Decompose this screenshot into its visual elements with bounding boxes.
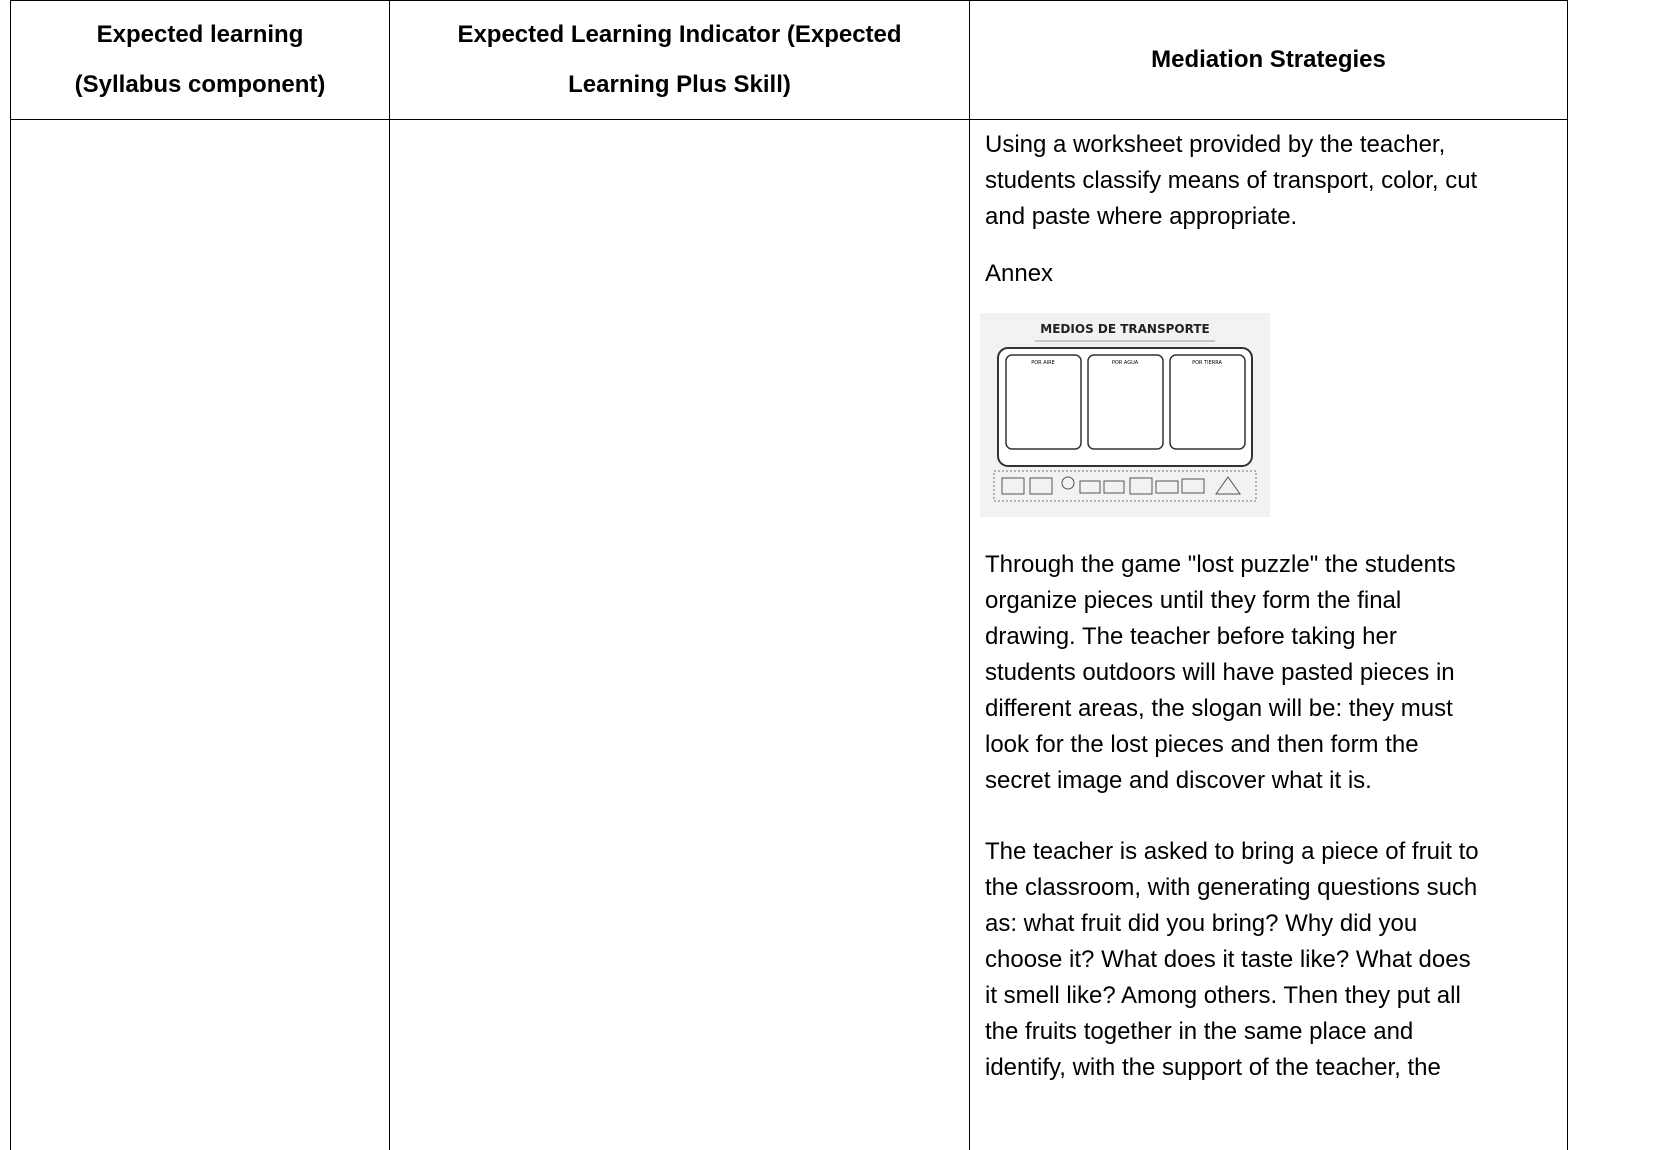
text-line: the fruits together in the same place an… [985, 1018, 1414, 1045]
paragraph: Through the game "lost puzzle" the stude… [985, 547, 1565, 799]
image-title: MEDIOS DE TRANSPORTE [1040, 322, 1209, 336]
border [10, 0, 11, 1150]
border [1567, 0, 1568, 1150]
border [10, 119, 1568, 120]
header-line: (Syllabus component) [74, 71, 326, 98]
paragraphs: Through the game "lost puzzle" the stude… [985, 547, 1565, 1086]
text-line: organize pieces until they form the fina… [985, 587, 1402, 614]
header-line: Learning Plus Skill) [568, 71, 791, 98]
text-line: different areas, the slogan will be: the… [985, 695, 1453, 722]
header-line: Expected learning [96, 21, 304, 48]
header-cell: Mediation Strategies [970, 1, 1567, 119]
box [1087, 354, 1164, 450]
header-line: Expected Learning Indicator (Expected [457, 21, 902, 48]
text-line: secret image and discover what it is. [985, 767, 1372, 794]
text-line: Annex [985, 260, 1054, 287]
paragraphs: Using a worksheet provided by the teache… [985, 127, 1565, 292]
text-line: identify, with the support of the teache… [985, 1054, 1441, 1081]
header-line: Mediation Strategies [1151, 46, 1386, 73]
header-cell: Expected learning (Syllabus component) [11, 1, 389, 119]
text-line: drawing. The teacher before taking her [985, 623, 1397, 650]
box-label: POR TIERRA [1192, 360, 1222, 366]
paragraph: Using a worksheet provided by the teache… [985, 127, 1565, 235]
worksheet-image: MEDIOS DE TRANSPORTE POR AIRE POR AGUA P… [980, 313, 1270, 517]
text-line: the classroom, with generating questions… [985, 874, 1478, 901]
box [1169, 354, 1246, 450]
border [969, 0, 970, 1150]
cell: Using a worksheet provided by the teache… [980, 127, 1565, 1107]
box [1005, 354, 1082, 450]
text-line: look for the lost pieces and then form t… [985, 731, 1419, 758]
text-line: as: what fruit did you bring? Why did yo… [985, 910, 1418, 937]
cutout-strip [993, 470, 1257, 502]
paragraph: The teacher is asked to bring a piece of… [985, 834, 1565, 1086]
text-line: students outdoors will have pasted piece… [985, 659, 1455, 686]
text-line: The teacher is asked to bring a piece of… [985, 838, 1479, 865]
text-line: students classify means of transport, co… [985, 167, 1478, 194]
icons [1001, 476, 1241, 495]
border [389, 0, 390, 1150]
paragraph: Annex [985, 256, 1565, 292]
text-line: Using a worksheet provided by the teache… [985, 131, 1446, 158]
text-line: choose it? What does it taste like? What… [985, 946, 1471, 973]
text-line: it smell like? Among others. Then they p… [985, 982, 1461, 1009]
box-label: POR AIRE [1031, 360, 1055, 366]
box-label: POR AGUA [1112, 360, 1139, 366]
text-line: Through the game "lost puzzle" the stude… [985, 551, 1456, 578]
header-cell: Expected Learning Indicator (Expected Lea… [390, 1, 969, 119]
text-line: and paste where appropriate. [985, 203, 1298, 230]
border [10, 0, 1568, 1]
